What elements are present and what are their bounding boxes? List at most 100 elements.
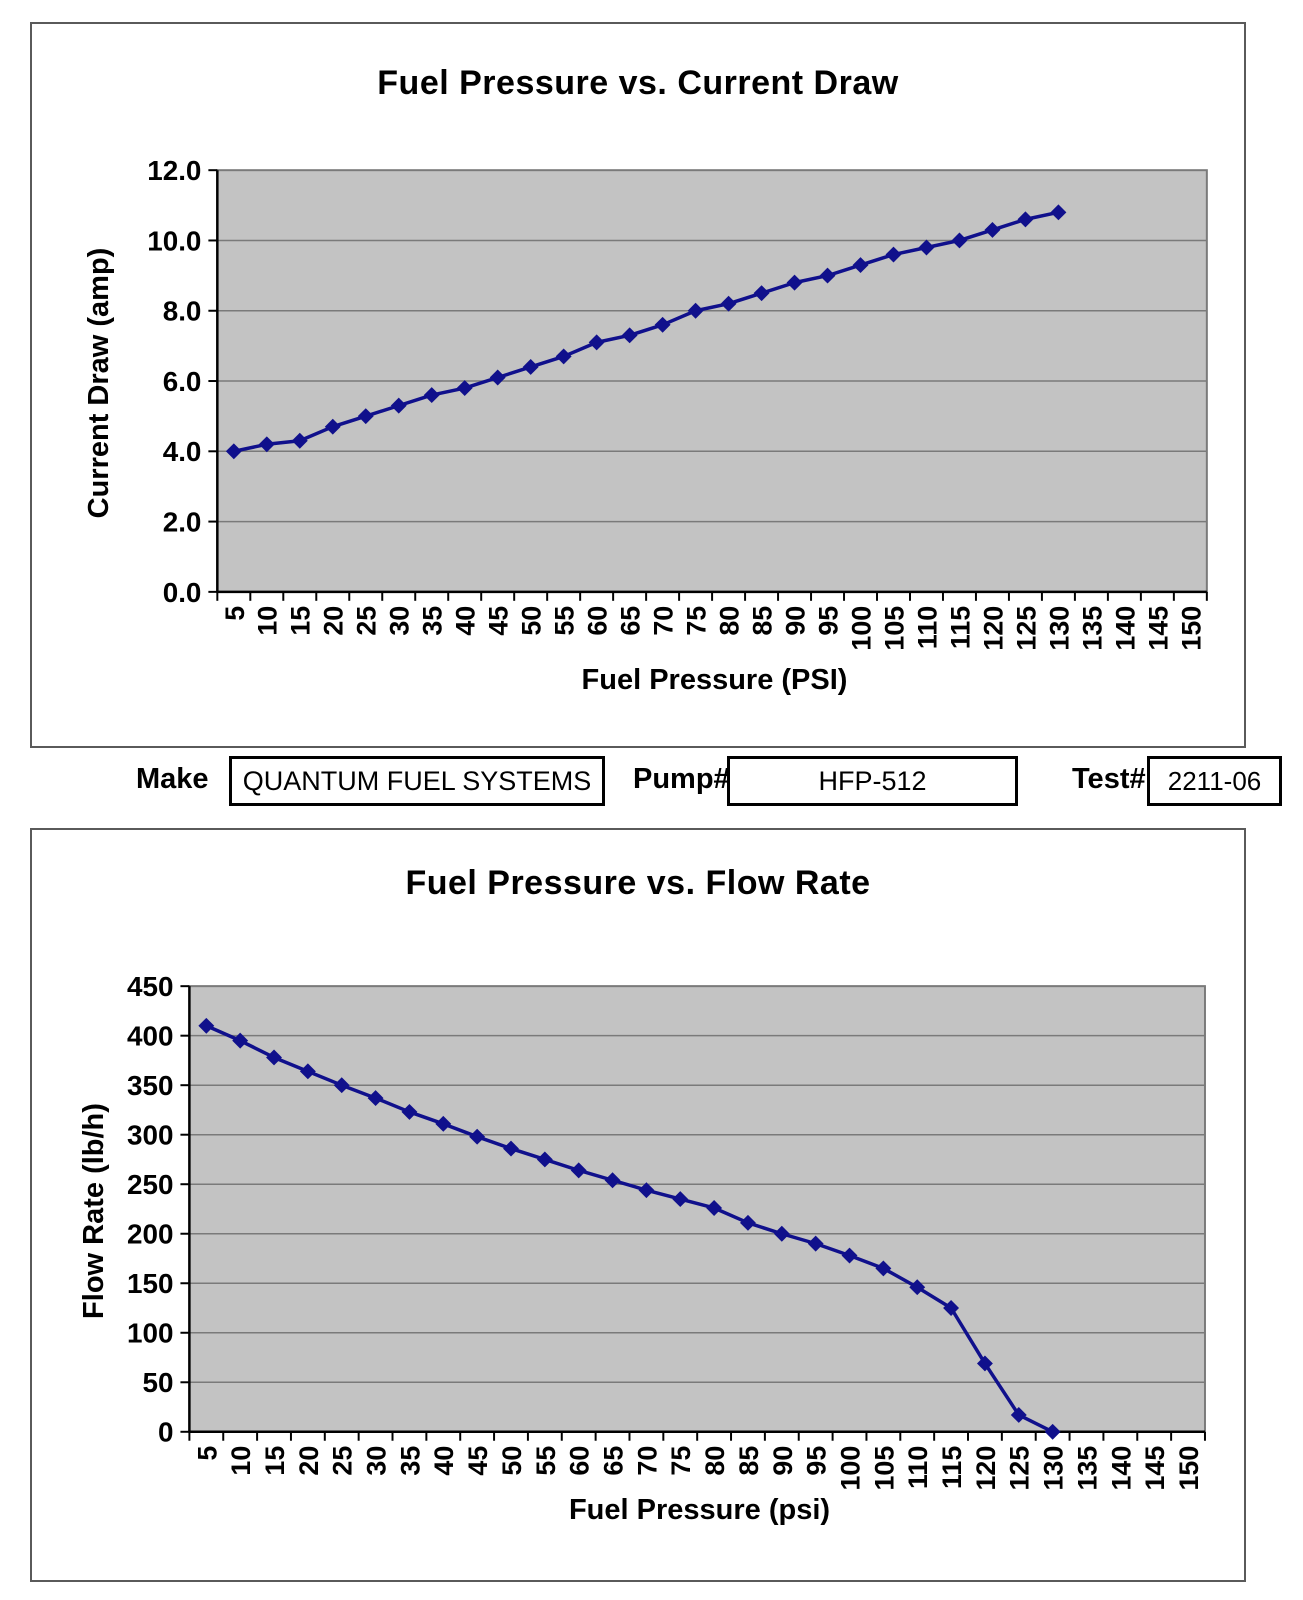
x-tick-label: 105: [879, 606, 909, 651]
data-point-marker: [976, 1355, 993, 1372]
x-tick-label: 140: [1110, 606, 1140, 651]
x-tick-label: 70: [649, 606, 679, 636]
x-tick-label: 120: [978, 606, 1008, 651]
x-tick-label: 60: [583, 606, 613, 636]
data-point-marker: [951, 232, 968, 249]
data-point-marker: [984, 221, 1001, 238]
data-point-marker: [333, 1077, 350, 1094]
current-draw-chart-title: Fuel Pressure vs. Current Draw: [377, 64, 899, 102]
x-tick-label: 5: [220, 606, 250, 621]
x-tick-label: 65: [598, 1446, 628, 1476]
data-point-marker: [456, 380, 473, 397]
x-tick-label: 35: [418, 606, 448, 636]
y-tick-label: 350: [127, 1070, 173, 1101]
data-point-marker: [390, 397, 407, 414]
data-point-marker: [753, 285, 770, 302]
y-tick-label: 10.0: [147, 225, 201, 256]
test-number-label: Test#: [1072, 763, 1146, 795]
x-tick-label: 75: [682, 606, 712, 636]
pump-number-label: Pump#: [633, 763, 730, 795]
x-tick-label: 90: [780, 606, 810, 636]
current-draw-x-axis-title: Fuel Pressure (PSI): [581, 664, 848, 696]
x-tick-label: 100: [835, 1446, 865, 1491]
y-tick-label: 100: [127, 1318, 173, 1349]
data-point-marker: [621, 327, 638, 344]
x-tick-label: 95: [802, 1446, 832, 1476]
data-point-marker: [225, 443, 242, 460]
data-point-marker: [638, 1182, 655, 1199]
x-tick-label: 20: [319, 606, 349, 636]
x-tick-label: 120: [971, 1446, 1001, 1491]
y-tick-label: 200: [127, 1219, 173, 1250]
data-point-marker: [522, 359, 539, 375]
data-point-marker: [918, 239, 935, 256]
x-tick-label: 140: [1106, 1446, 1136, 1491]
x-tick-label: 130: [1044, 606, 1074, 651]
y-tick-label: 0.0: [163, 577, 202, 608]
data-point-marker: [654, 316, 671, 333]
x-tick-label: 60: [565, 1446, 595, 1476]
x-tick-label: 70: [632, 1446, 662, 1476]
x-tick-label: 90: [768, 1446, 798, 1476]
x-tick-label: 50: [497, 1446, 527, 1476]
make-field[interactable]: QUANTUM FUEL SYSTEMS: [229, 756, 605, 806]
data-point-marker: [909, 1279, 926, 1296]
pump-number-field[interactable]: HFP-512: [727, 756, 1018, 806]
y-tick-label: 8.0: [163, 296, 202, 327]
y-tick-label: 2.0: [163, 507, 202, 538]
data-point-marker: [198, 1017, 215, 1034]
data-point-marker: [1017, 211, 1034, 228]
x-tick-label: 125: [1011, 606, 1041, 651]
x-tick-label: 115: [937, 1446, 967, 1489]
data-point-marker: [885, 246, 902, 263]
test-number-field[interactable]: 2211-06: [1147, 756, 1282, 806]
data-point-marker: [469, 1128, 486, 1145]
data-point-marker: [588, 334, 605, 351]
x-tick-label: 5: [192, 1446, 222, 1461]
x-tick-label: 45: [463, 1446, 493, 1476]
x-tick-label: 15: [260, 1446, 290, 1476]
data-point-marker: [706, 1200, 723, 1216]
current-draw-plot-svg: 0.0 2.0 4.0 6.0 8.0 10.0 12.0 5 10 15 20 25 30 35 40 45…: [147, 155, 1208, 651]
x-tick-label: 40: [451, 606, 481, 636]
x-tick-label: 40: [429, 1446, 459, 1476]
data-point-marker: [357, 408, 374, 425]
y-tick-label: 50: [142, 1367, 173, 1398]
data-point-marker: [672, 1191, 689, 1208]
x-tick-label: 125: [1005, 1446, 1035, 1491]
y-tick-label: 250: [127, 1169, 173, 1200]
x-tick-label: 25: [328, 1446, 358, 1476]
make-label: Make: [136, 763, 209, 795]
test-number-value: 2211-06: [1167, 766, 1262, 796]
current-draw-chart: Fuel Pressure vs. Current Draw 0.0 2.0 4.0…: [30, 22, 1246, 748]
x-tick-label: 110: [903, 1446, 933, 1489]
flow-rate-chart-title: Fuel Pressure vs. Flow Rate: [405, 864, 871, 902]
data-point-marker: [773, 1225, 790, 1242]
data-point-marker: [299, 1063, 316, 1080]
x-tick-label: 75: [666, 1446, 696, 1476]
y-tick-label: 400: [127, 1021, 173, 1052]
x-tick-label: 110: [912, 606, 942, 649]
data-point-marker: [435, 1115, 452, 1132]
data-point-marker: [423, 387, 440, 404]
x-tick-label: 80: [700, 1446, 730, 1476]
x-tick-label: 105: [869, 1446, 899, 1491]
x-tick-label: 115: [945, 606, 975, 649]
x-tick-label: 130: [1039, 1446, 1069, 1491]
x-tick-label: 135: [1077, 606, 1107, 651]
data-point-marker: [819, 267, 836, 284]
x-tick-label: 95: [813, 606, 843, 636]
data-point-marker: [555, 348, 572, 365]
x-tick-label: 35: [395, 1446, 425, 1476]
x-tick-label: 50: [517, 606, 547, 636]
data-point-marker: [786, 274, 803, 291]
x-tick-label: 135: [1072, 1446, 1102, 1491]
x-tick-label: 85: [734, 1446, 764, 1476]
x-tick-label: 65: [616, 606, 646, 636]
y-tick-label: 4.0: [163, 436, 202, 467]
x-tick-label: 100: [846, 606, 876, 651]
data-point-marker: [1010, 1406, 1027, 1423]
make-value: QUANTUM FUEL SYSTEMS: [242, 766, 592, 796]
data-point-marker: [324, 418, 341, 435]
